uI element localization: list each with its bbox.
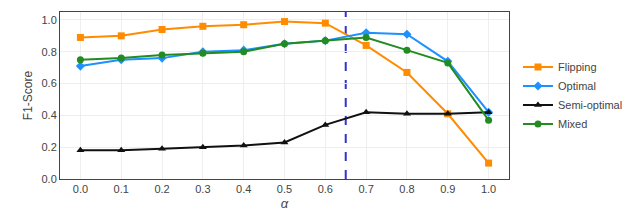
svg-text:0.5: 0.5 [277,183,292,195]
svg-text:0.8: 0.8 [42,46,57,58]
svg-text:1.0: 1.0 [481,183,496,195]
svg-text:0.8: 0.8 [399,183,414,195]
svg-text:Optimal: Optimal [558,80,596,92]
svg-text:0.2: 0.2 [154,183,169,195]
svg-text:0.3: 0.3 [195,183,210,195]
svg-text:F1-Score: F1-Score [21,71,35,121]
svg-text:0.9: 0.9 [440,183,455,195]
svg-text:Flipping: Flipping [558,61,597,73]
svg-text:α: α [281,196,289,211]
svg-text:0.2: 0.2 [42,141,57,153]
svg-text:0.4: 0.4 [42,109,57,121]
svg-text:0.1: 0.1 [114,183,129,195]
svg-text:Mixed: Mixed [558,118,587,130]
svg-text:Semi-optimal: Semi-optimal [558,99,622,111]
svg-text:0.7: 0.7 [358,183,373,195]
svg-text:0.0: 0.0 [73,183,88,195]
svg-text:0.6: 0.6 [42,77,57,89]
svg-text:0.6: 0.6 [318,183,333,195]
svg-text:1.0: 1.0 [42,14,57,26]
svg-text:0.0: 0.0 [42,173,57,185]
svg-text:0.4: 0.4 [236,183,251,195]
